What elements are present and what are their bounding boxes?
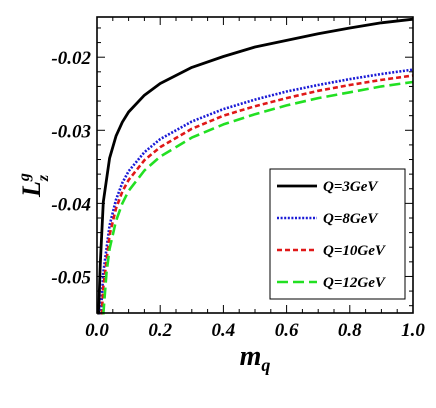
- plot-frame: [96, 16, 414, 314]
- x-tick-label: 0.6: [275, 320, 299, 341]
- x-tick-labels: 0.0 0.2 0.4 0.6 0.8 1.0: [85, 320, 425, 341]
- x-tick-label: 0.0: [85, 320, 109, 341]
- x-axis-title: mq: [240, 341, 271, 375]
- legend: Q=3GeV Q=8GeV Q=10GeV Q=12GeV: [269, 168, 406, 300]
- x-tick-label: 1.0: [401, 320, 425, 341]
- legend-label: Q=3GeV: [323, 179, 379, 195]
- x-tick-label: 0.8: [338, 320, 362, 341]
- legend-label: Q=12GeV: [323, 275, 387, 291]
- legend-label: Q=10GeV: [323, 243, 387, 259]
- series-line-q-3gev: [97, 17, 414, 315]
- legend-box: [269, 168, 406, 300]
- y-tick-label: -0.03: [51, 121, 91, 142]
- series-line-q-12gev: [102, 80, 414, 315]
- y-axis-title-main: L: [17, 181, 46, 198]
- y-axis-title-superscript: g: [16, 173, 33, 182]
- y-axis-title: Lg z: [16, 173, 52, 198]
- y-axis-title-subscript: z: [35, 174, 52, 182]
- legend-label: Q=8GeV: [323, 211, 379, 227]
- y-tick-labels: -0.02 -0.03 -0.04 -0.05: [51, 48, 91, 288]
- y-tick-label: -0.04: [51, 194, 91, 215]
- series-group: [97, 17, 414, 315]
- y-tick-label: -0.02: [51, 48, 91, 69]
- x-tick-label: 0.2: [148, 320, 172, 341]
- series-line-q-8gev: [99, 68, 414, 315]
- y-tick-label: -0.05: [51, 267, 91, 288]
- series-line-q-10gev: [100, 74, 414, 315]
- x-axis-title-subscript: q: [261, 355, 270, 375]
- x-axis-title-main: m: [240, 341, 262, 372]
- x-tick-label: 0.4: [212, 320, 236, 341]
